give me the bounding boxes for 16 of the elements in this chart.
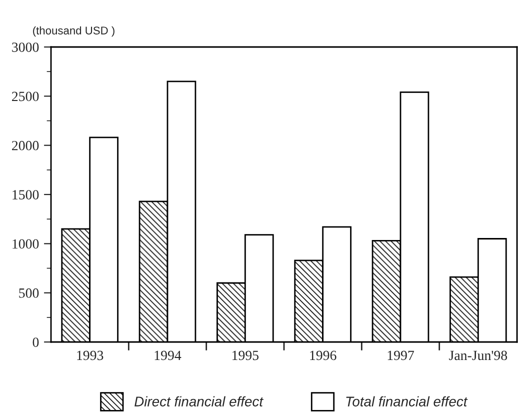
y-tick-label: 2500 [12,92,39,102]
x-tick-label: 1996 [310,350,336,360]
x-tick-label: 1994 [154,350,182,360]
y-axis-title: (thousand USD ) [33,26,114,37]
y-tick-label: 500 [19,288,39,298]
y-tick-label: 2000 [12,140,39,150]
y-tick-label: 1000 [12,239,39,249]
y-tick-label: 3000 [12,42,39,52]
y-tick-label: 1500 [12,190,39,200]
x-tick-label: 1997 [388,350,414,360]
x-tick-label: 1995 [232,350,259,360]
legend-label: Total financial effect [346,396,468,406]
legend-label: Direct financial effect [134,396,264,406]
y-tick-label: 0 [32,338,39,347]
x-tick-label: 1993 [77,350,104,360]
x-tick-label: Jan-Jun'98 [449,350,508,360]
